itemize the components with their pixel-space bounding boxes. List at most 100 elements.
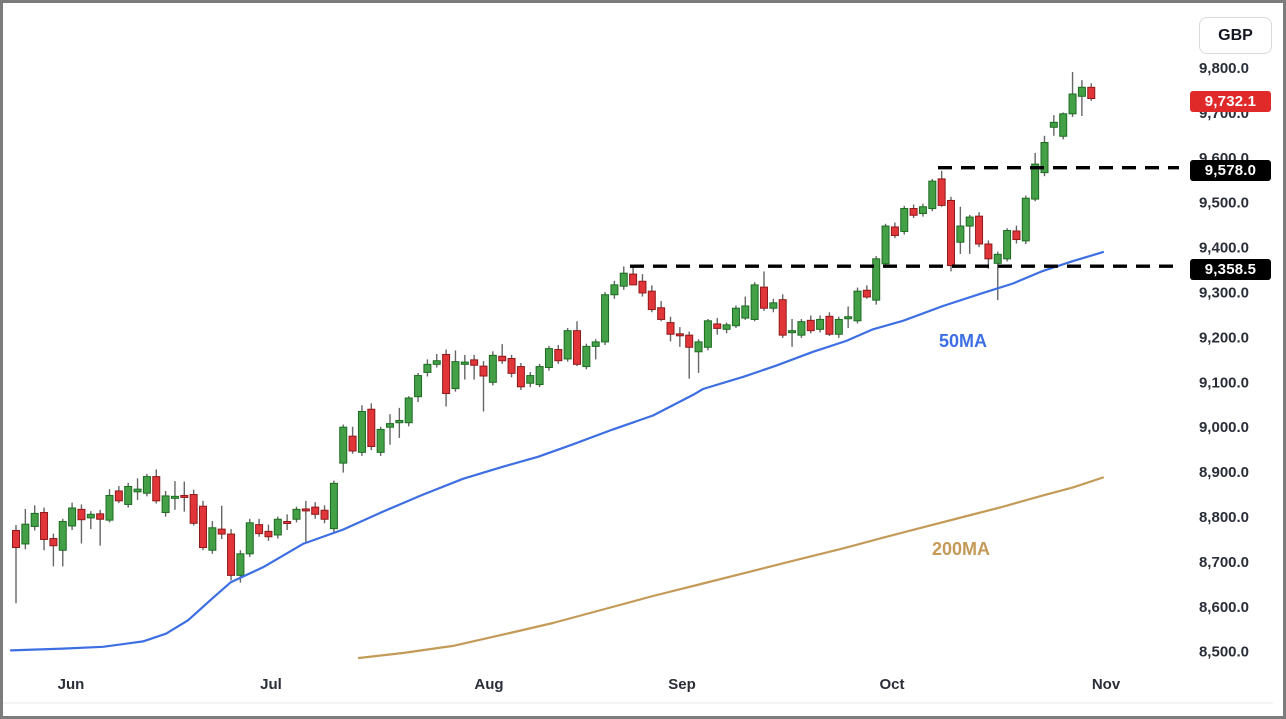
candle-up	[432, 360, 441, 365]
currency-button[interactable]: GBP	[1199, 17, 1272, 54]
candle-up	[965, 216, 974, 227]
candle-up	[816, 318, 825, 330]
candle-down	[227, 533, 236, 576]
candle-up	[1040, 142, 1049, 174]
candle-down	[442, 353, 451, 395]
svg-text:9,500.0: 9,500.0	[1199, 195, 1249, 212]
candle-up	[834, 318, 843, 335]
candle-down	[554, 349, 563, 362]
candle-down	[760, 286, 768, 309]
candle-up	[993, 253, 1002, 264]
candle-up	[544, 348, 553, 368]
candle-down	[40, 512, 49, 540]
candle-up	[601, 294, 610, 343]
level-price-badge-9358[interactable]: 9,358.5	[1190, 258, 1271, 280]
svg-text:9,800.0: 9,800.0	[1199, 60, 1249, 77]
candle-up	[386, 423, 394, 428]
candle-down	[367, 408, 376, 448]
candle-down	[666, 322, 675, 335]
candle-down	[470, 359, 479, 366]
candle-down	[283, 520, 292, 524]
candle-up	[610, 284, 619, 296]
candle-up	[918, 206, 927, 214]
candle-down	[713, 323, 722, 329]
candle-up	[488, 354, 497, 383]
candle-up	[21, 523, 30, 545]
candle-down	[825, 315, 834, 335]
svg-text:9,400.0: 9,400.0	[1199, 240, 1249, 257]
candle-up	[797, 321, 806, 336]
candle-up	[357, 410, 366, 453]
svg-text:8,600.0: 8,600.0	[1199, 599, 1249, 616]
candle-up	[1003, 230, 1012, 260]
candle-up	[1021, 197, 1030, 242]
200ma-label: 200MA	[932, 539, 990, 559]
candle-up	[161, 495, 170, 514]
candle-down	[320, 509, 329, 520]
200ma-line[interactable]: 200MA	[357, 476, 1105, 660]
svg-text:Sep: Sep	[668, 676, 696, 693]
level-price-badge-9578[interactable]: 9,578.0	[1190, 160, 1271, 182]
candle-down	[180, 494, 189, 498]
candle-up	[956, 225, 965, 243]
candle-up	[376, 428, 385, 453]
candle-up	[273, 518, 282, 536]
candle-down	[199, 505, 207, 549]
candle-up	[563, 330, 572, 360]
50ma-line[interactable]: 50MA	[9, 251, 1105, 652]
price-chart-canvas[interactable]: Jun Jul Aug Sep Oct Nov9,800.09,700.09,600.09…	[3, 3, 1283, 716]
candle-down	[862, 289, 871, 298]
candle-up	[853, 290, 862, 322]
candle-up	[133, 488, 142, 493]
svg-text:Nov: Nov	[1092, 676, 1121, 693]
candle-up	[339, 426, 348, 464]
candle-down	[778, 299, 787, 336]
svg-text:9,300.0: 9,300.0	[1199, 285, 1249, 302]
candle-up	[329, 482, 338, 530]
candle-down	[1087, 86, 1096, 99]
candle-up	[741, 305, 750, 319]
svg-text:9,000.0: 9,000.0	[1199, 419, 1249, 436]
candle-up	[58, 520, 67, 551]
candle-down	[937, 178, 946, 206]
svg-text:Jul: Jul	[260, 676, 282, 693]
candle-up	[900, 208, 909, 232]
50ma-label: 50MA	[939, 331, 987, 351]
current-price-badge: 9,732.1	[1190, 90, 1271, 112]
svg-text:8,800.0: 8,800.0	[1199, 509, 1249, 526]
candle-up	[526, 375, 535, 384]
svg-text:Jun: Jun	[58, 676, 85, 693]
candle-up	[1049, 121, 1058, 128]
candle-up	[769, 302, 778, 309]
svg-text:9,100.0: 9,100.0	[1199, 374, 1249, 391]
candle-up	[460, 361, 469, 365]
candle-up	[142, 476, 151, 494]
svg-text:Oct: Oct	[879, 676, 904, 693]
candle-up	[68, 507, 77, 527]
svg-text:9,200.0: 9,200.0	[1199, 329, 1249, 346]
candle-up	[124, 485, 133, 505]
svg-text:8,900.0: 8,900.0	[1199, 464, 1249, 481]
candle-up	[535, 366, 544, 386]
candle-up	[881, 225, 890, 265]
candle-up	[105, 494, 114, 521]
candle-up	[750, 284, 759, 320]
candle-up	[844, 316, 853, 320]
candles-layer	[12, 72, 1096, 604]
candle-down	[890, 226, 899, 236]
candle-down	[189, 494, 198, 524]
candle-down	[96, 513, 105, 520]
price-axis[interactable]: 9,800.09,700.09,600.09,500.09,400.09,300…	[1199, 60, 1249, 661]
candle-up	[928, 180, 937, 210]
candle-up	[236, 553, 245, 576]
candle-down	[909, 208, 918, 216]
candle-up	[1031, 163, 1040, 200]
candle-down	[516, 366, 525, 388]
candle-down	[984, 243, 993, 260]
candle-up	[788, 330, 797, 334]
candle-up	[208, 527, 217, 551]
candle-up	[395, 419, 404, 424]
time-axis[interactable]: Jun Jul Aug Sep Oct Nov	[58, 676, 1121, 693]
candle-down	[657, 307, 666, 320]
